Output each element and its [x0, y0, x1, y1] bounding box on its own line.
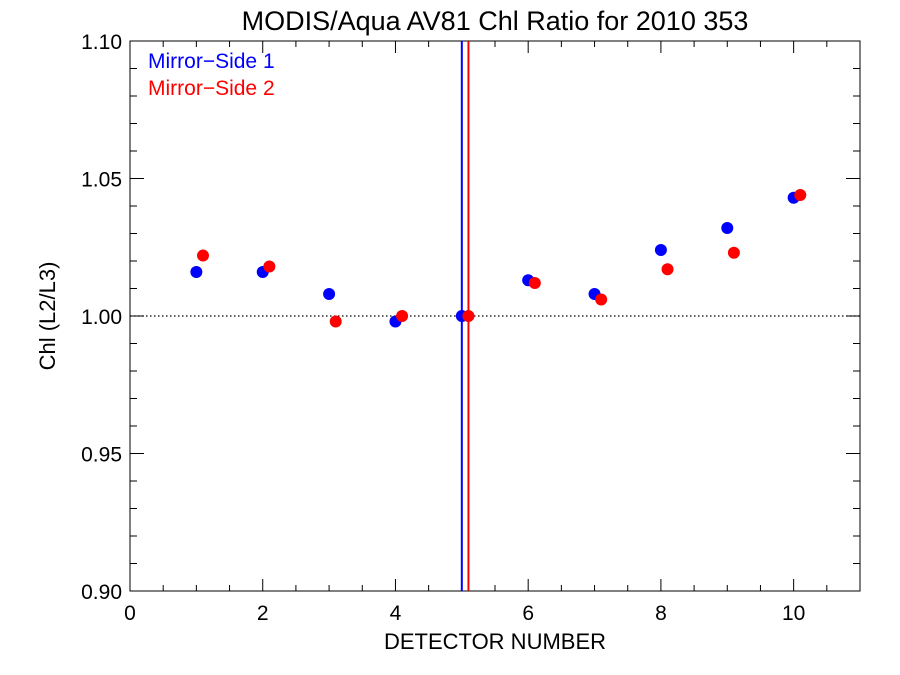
data-point-series-1	[654, 244, 667, 256]
y-tick-label: 1.00	[81, 306, 122, 329]
data-point-series-1	[721, 222, 734, 234]
data-point-series-1	[323, 288, 336, 300]
x-tick-label: 4	[390, 602, 402, 625]
data-point-series-2	[595, 293, 608, 306]
data-point-series-2	[396, 310, 409, 322]
data-point-series-2	[661, 263, 674, 276]
x-tick-label: 8	[655, 602, 667, 625]
y-axis-label: Chl (L2/L3)	[35, 262, 60, 371]
y-tick-label: 0.95	[81, 444, 122, 467]
x-tick-label: 2	[257, 602, 269, 625]
data-point-series-2	[462, 310, 475, 322]
legend-entry-series-2: Mirror−Side 2	[148, 77, 275, 100]
data-point-series-1	[190, 266, 203, 278]
x-axis-label: DETECTOR NUMBER	[384, 629, 606, 654]
data-point-series-2	[794, 189, 807, 201]
y-tick-label: 1.05	[81, 169, 122, 192]
data-point-series-2	[263, 260, 276, 273]
y-tick-label: 1.10	[81, 31, 122, 54]
data-point-series-2	[727, 246, 740, 259]
data-points	[190, 189, 807, 328]
data-point-series-2	[329, 315, 342, 328]
data-point-series-2	[528, 277, 541, 289]
tick-labels: 0 2 4 6 8 10 0.90 0.95 1.00 1.05 1.10	[81, 31, 805, 625]
legend: Mirror−Side 1 Mirror−Side 2	[148, 50, 275, 100]
legend-entry-series-1: Mirror−Side 1	[148, 50, 275, 73]
x-tick-label: 10	[782, 602, 805, 625]
x-tick-label: 6	[522, 602, 534, 625]
y-tick-label: 0.90	[81, 581, 122, 604]
axes	[129, 40, 861, 592]
x-tick-label: 0	[124, 602, 136, 625]
chart-title: MODIS/Aqua AV81 Chl Ratio for 2010 353	[242, 6, 749, 36]
data-point-series-2	[197, 249, 209, 262]
